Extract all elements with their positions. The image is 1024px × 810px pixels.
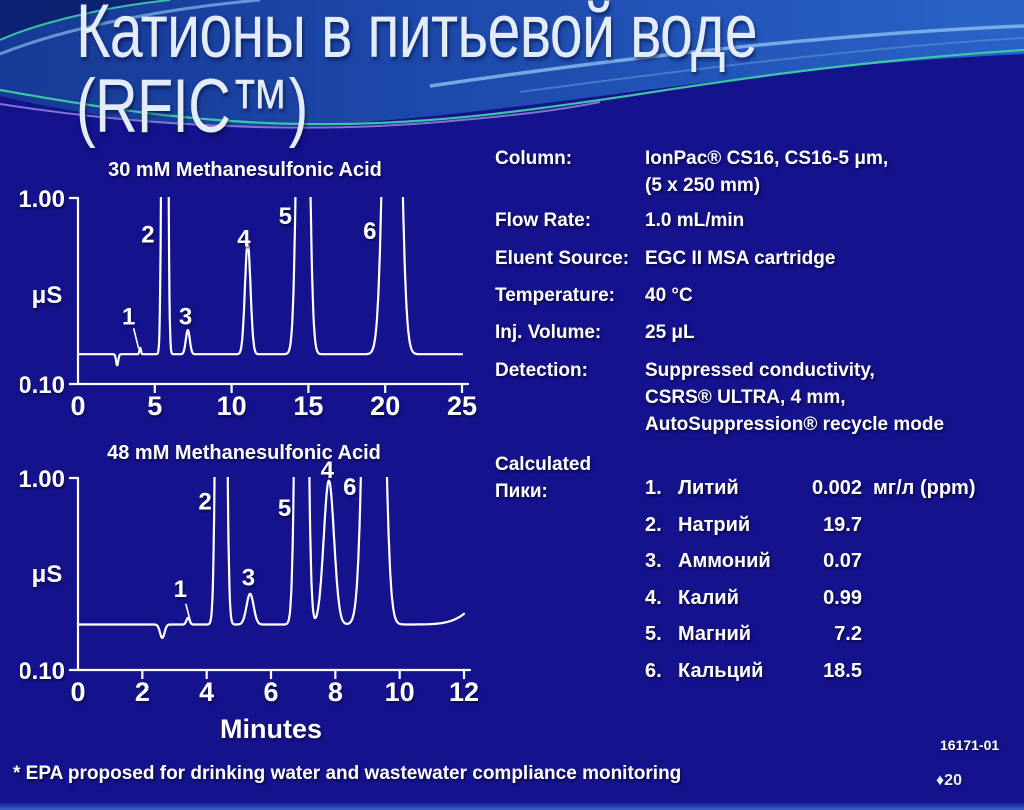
peak-label-1: 1 xyxy=(174,576,187,603)
peak-number: 4. xyxy=(645,586,662,609)
slide-title-line2: (RFIC™) xyxy=(76,64,308,149)
peak-label-leader xyxy=(184,603,192,623)
peak-number: 1. xyxy=(645,477,662,499)
peak-label-4: 4 xyxy=(237,225,251,252)
slide-number: ♦20 xyxy=(936,772,962,789)
peak-number: 6. xyxy=(645,660,662,682)
method-panel: Column: IonPac® CS16, CS16-5 μm, (5 x 25… xyxy=(493,143,1023,703)
chart-title: 30 mM Methanesulfonic Acid xyxy=(108,159,382,181)
chart-title: 48 mM Methanesulfonic Acid xyxy=(107,442,381,464)
peak-name: Литий xyxy=(678,477,739,499)
figure-code: 16171-01 xyxy=(940,737,1000,753)
method-label: Inj. Volume: xyxy=(495,322,602,343)
peak-label-3: 3 xyxy=(242,564,255,591)
peak-value: 0.99 xyxy=(823,586,862,609)
x-tick-label: 10 xyxy=(385,677,415,707)
x-tick-label: 25 xyxy=(447,391,477,421)
peak-label-2: 2 xyxy=(141,222,154,249)
peak-table-row: 5. Магний 7.2 xyxy=(645,623,1023,655)
peak-number: 2. xyxy=(645,513,662,536)
method-value: IonPac® CS16, CS16-5 μm, (5 x 250 mm) xyxy=(645,145,1023,199)
peak-label-6: 6 xyxy=(343,474,356,501)
peak-value: 19.7 xyxy=(823,513,862,536)
x-tick-label: 2 xyxy=(135,677,150,707)
peak-table-row: 6. Кальций 18.5 xyxy=(645,660,1023,692)
x-tick-label: 8 xyxy=(328,677,343,707)
x-tick-label: 10 xyxy=(217,391,247,421)
peak-label-6: 6 xyxy=(363,218,376,245)
peak-list: 1. Литий 0.002 мг/л (ppm) 2. Натрий 19.7 3. Аммо… xyxy=(645,477,1023,707)
x-tick-label: 4 xyxy=(199,677,214,707)
y-axis-unit: μS xyxy=(32,282,63,309)
method-value: 1.0 mL/min xyxy=(645,210,745,231)
peak-value: 18.5 xyxy=(823,660,862,682)
peak-label-5: 5 xyxy=(279,203,292,230)
peak-name: Натрий xyxy=(678,513,751,536)
peak-label-5: 5 xyxy=(278,495,291,522)
peak-value: 0.002 xyxy=(811,477,862,499)
x-tick-label: 15 xyxy=(293,391,323,421)
method-value: Suppressed conductivity, CSRS® ULTRA, 4 … xyxy=(645,357,1023,438)
chromatogram-trace xyxy=(78,197,464,367)
x-tick-label: 12 xyxy=(449,677,479,707)
peak-name: Калий xyxy=(678,586,739,609)
method-value-line: AutoSuppression® recycle mode xyxy=(645,414,945,435)
y-axis-bottom-label: 0.10 xyxy=(20,372,65,399)
chromatogram-trace xyxy=(78,477,466,639)
peak-name: Аммоний xyxy=(678,550,771,573)
x-axis-label: Minutes xyxy=(220,714,322,744)
method-value: 25 μL xyxy=(645,322,695,343)
y-axis-unit: μS xyxy=(32,561,63,588)
peak-name: Кальций xyxy=(678,660,764,682)
method-label: Calculated Пики: xyxy=(495,451,645,505)
slide-title-line1: Катионы в питьевой воде xyxy=(76,0,758,74)
peak-label-2: 2 xyxy=(198,489,211,516)
peak-unit: мг/л (ppm) xyxy=(873,477,976,499)
bottom-edge-glow xyxy=(0,802,1024,810)
peak-value: 0.07 xyxy=(823,550,862,573)
peak-number: 3. xyxy=(645,550,662,573)
method-value-line: CSRS® ULTRA, 4 mm, xyxy=(645,387,846,408)
x-tick-label: 0 xyxy=(70,677,85,707)
peak-label-4: 4 xyxy=(321,457,335,484)
peak-name: Магний xyxy=(678,623,752,646)
y-axis-bottom-label: 0.10 xyxy=(20,658,65,685)
footnote: * EPA proposed for drinking water and wa… xyxy=(13,763,682,784)
peak-label-3: 3 xyxy=(179,304,192,331)
x-tick-label: 6 xyxy=(263,677,278,707)
y-axis-top-label: 1.00 xyxy=(20,186,65,213)
peak-table-row: 4. Калий 0.99 xyxy=(645,587,1023,619)
method-value-line: (5 x 250 mm) xyxy=(645,175,761,196)
peak-number: 5. xyxy=(645,623,662,646)
x-tick-label: 20 xyxy=(370,391,400,421)
y-axis-top-label: 1.00 xyxy=(20,466,65,493)
method-label: Detection: xyxy=(495,360,588,381)
x-tick-label: 0 xyxy=(70,391,85,421)
peak-value: 7.2 xyxy=(834,623,862,646)
slide-title: Катионы в питьевой воде (RFIC™) xyxy=(76,0,758,145)
method-label: Column: xyxy=(495,148,573,169)
method-label: Temperature: xyxy=(495,285,616,306)
method-label: Eluent Source: xyxy=(495,248,630,269)
peak-table-row: 1. Литий 0.002 мг/л (ppm) xyxy=(645,477,1023,509)
method-value-line: Suppressed conductivity, xyxy=(645,360,875,381)
method-value: 40 °C xyxy=(645,285,693,306)
peak-table-row: 3. Аммоний 0.07 xyxy=(645,550,1023,582)
peak-table-row: 2. Натрий 19.7 xyxy=(645,514,1023,546)
peak-label-1: 1 xyxy=(122,304,135,331)
method-label-line: Пики: xyxy=(495,481,548,502)
method-value-line: IonPac® CS16, CS16-5 μm, xyxy=(645,148,889,169)
x-tick-label: 5 xyxy=(147,391,162,421)
method-label-line: Calculated xyxy=(495,454,592,475)
peak-label-leader xyxy=(132,328,140,349)
method-value: EGC II MSA cartridge xyxy=(645,248,836,269)
method-label: Flow Rate: xyxy=(495,210,592,231)
